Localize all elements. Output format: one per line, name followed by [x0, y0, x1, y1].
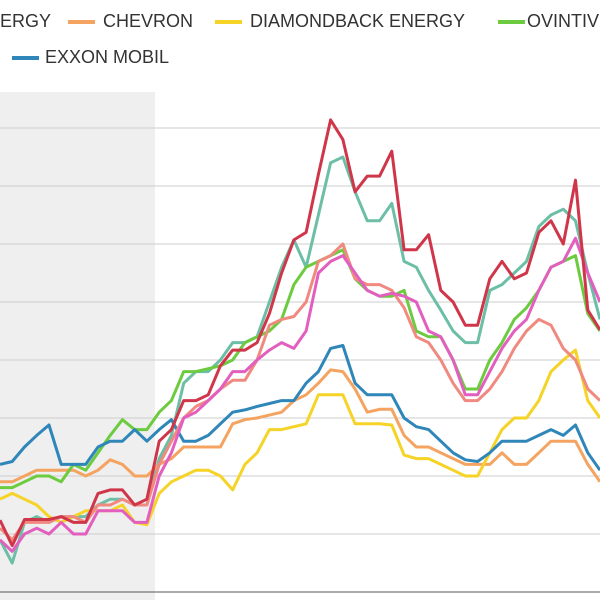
legend-label: DIAMONDBACK ENERGY: [250, 11, 465, 31]
series-line: [0, 236, 600, 553]
legend-label: ERGY: [0, 11, 51, 31]
series-line: [0, 344, 600, 472]
legend-label: CHEVRON: [103, 11, 193, 31]
legend-label: EXXON MOBIL: [45, 47, 169, 67]
legend-label: OVINTIV: [527, 11, 599, 31]
series-line: [0, 118, 600, 548]
series-line: [0, 242, 600, 542]
series-line: [0, 248, 600, 490]
series-line: [0, 368, 600, 484]
